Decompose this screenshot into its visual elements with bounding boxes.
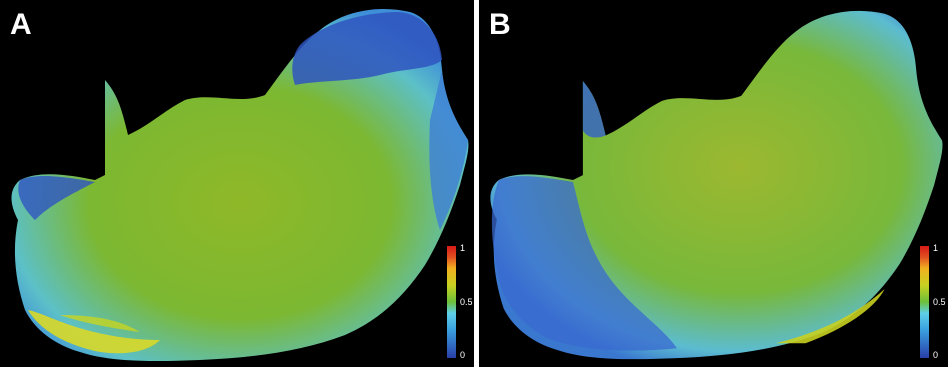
colorbar-a [447, 246, 456, 358]
colorbar-a-tick-0: 0 [460, 350, 466, 360]
colorbar-b-tick-05: 0.5 [933, 297, 946, 307]
map-panel-a: A 1 0.5 0 [0, 0, 474, 367]
colorbar-b-tick-0: 0 [933, 350, 939, 360]
panel-label-b: B [489, 8, 511, 41]
panel-label-a: A [10, 8, 32, 41]
map-image-b [490, 10, 943, 360]
colorbar-b-tick-1: 1 [933, 243, 939, 253]
map-image-a [11, 9, 469, 362]
colorbar-a-tick-05: 0.5 [460, 297, 473, 307]
colorbar-b [920, 246, 929, 358]
colorbar-a-tick-1: 1 [460, 243, 466, 253]
panel-divider [474, 0, 479, 367]
map-panel-b: B 1 0.5 0 [479, 0, 948, 367]
